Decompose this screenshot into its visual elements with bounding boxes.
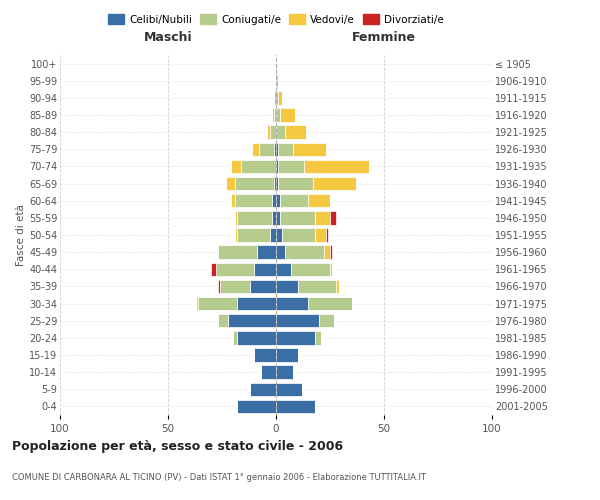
Bar	[274, 142, 276, 156]
Bar	[237, 211, 272, 224]
Bar	[291, 262, 330, 276]
Bar	[241, 160, 276, 173]
Bar	[276, 331, 315, 344]
Bar	[196, 297, 198, 310]
Bar	[280, 108, 295, 122]
Bar	[218, 314, 229, 328]
Bar	[308, 194, 330, 207]
Bar	[218, 280, 220, 293]
Bar	[259, 142, 274, 156]
Bar	[276, 126, 284, 139]
Bar	[326, 228, 328, 241]
Bar	[250, 382, 276, 396]
Bar	[215, 262, 254, 276]
Bar	[315, 211, 330, 224]
Bar	[229, 314, 276, 328]
Bar	[276, 160, 278, 173]
Text: COMUNE DI CARBONARA AL TICINO (PV) - Dati ISTAT 1° gennaio 2006 - Elaborazione T: COMUNE DI CARBONARA AL TICINO (PV) - Dat…	[12, 473, 426, 482]
Bar	[276, 348, 298, 362]
Bar	[198, 297, 237, 310]
Bar	[330, 211, 337, 224]
Bar	[276, 211, 280, 224]
Bar	[315, 228, 326, 241]
Y-axis label: Fasce di età: Fasce di età	[16, 204, 26, 266]
Bar	[230, 160, 241, 173]
Bar	[269, 126, 276, 139]
Bar	[254, 262, 276, 276]
Bar	[313, 177, 356, 190]
Bar	[280, 194, 308, 207]
Bar	[276, 246, 284, 259]
Bar	[276, 228, 283, 241]
Bar	[337, 280, 338, 293]
Bar	[226, 177, 235, 190]
Bar	[276, 142, 278, 156]
Bar	[230, 194, 235, 207]
Bar	[235, 194, 272, 207]
Bar	[276, 74, 278, 88]
Bar	[274, 177, 276, 190]
Bar	[272, 211, 276, 224]
Bar	[211, 262, 215, 276]
Bar	[308, 297, 352, 310]
Bar	[276, 280, 298, 293]
Bar	[237, 297, 276, 310]
Bar	[284, 246, 323, 259]
Bar	[298, 280, 337, 293]
Text: Femmine: Femmine	[352, 32, 416, 44]
Bar	[269, 228, 276, 241]
Bar	[237, 400, 276, 413]
Bar	[272, 108, 274, 122]
Bar	[276, 297, 308, 310]
Bar	[257, 246, 276, 259]
Bar	[276, 366, 293, 379]
Bar	[276, 382, 302, 396]
Bar	[276, 314, 319, 328]
Bar	[315, 331, 322, 344]
Bar	[274, 108, 276, 122]
Bar	[235, 177, 274, 190]
Bar	[268, 126, 269, 139]
Text: Maschi: Maschi	[143, 32, 193, 44]
Bar	[272, 194, 276, 207]
Bar	[235, 228, 237, 241]
Bar	[278, 177, 313, 190]
Bar	[304, 160, 369, 173]
Bar	[233, 331, 237, 344]
Legend: Celibi/Nubili, Coniugati/e, Vedovi/e, Divorziati/e: Celibi/Nubili, Coniugati/e, Vedovi/e, Di…	[104, 10, 448, 29]
Bar	[276, 400, 315, 413]
Bar	[330, 246, 332, 259]
Bar	[252, 142, 259, 156]
Bar	[276, 91, 278, 104]
Bar	[220, 280, 250, 293]
Bar	[261, 366, 276, 379]
Bar	[276, 108, 280, 122]
Bar	[254, 348, 276, 362]
Bar	[323, 246, 330, 259]
Bar	[218, 246, 257, 259]
Bar	[330, 262, 332, 276]
Bar	[276, 177, 278, 190]
Bar	[280, 211, 315, 224]
Bar	[283, 228, 315, 241]
Bar	[237, 228, 269, 241]
Bar	[276, 262, 291, 276]
Bar	[293, 142, 326, 156]
Bar	[235, 211, 237, 224]
Bar	[319, 314, 334, 328]
Text: Popolazione per età, sesso e stato civile - 2006: Popolazione per età, sesso e stato civil…	[12, 440, 343, 453]
Bar	[276, 194, 280, 207]
Bar	[274, 91, 276, 104]
Bar	[278, 91, 283, 104]
Bar	[278, 142, 293, 156]
Bar	[284, 126, 306, 139]
Bar	[237, 331, 276, 344]
Bar	[250, 280, 276, 293]
Bar	[278, 160, 304, 173]
